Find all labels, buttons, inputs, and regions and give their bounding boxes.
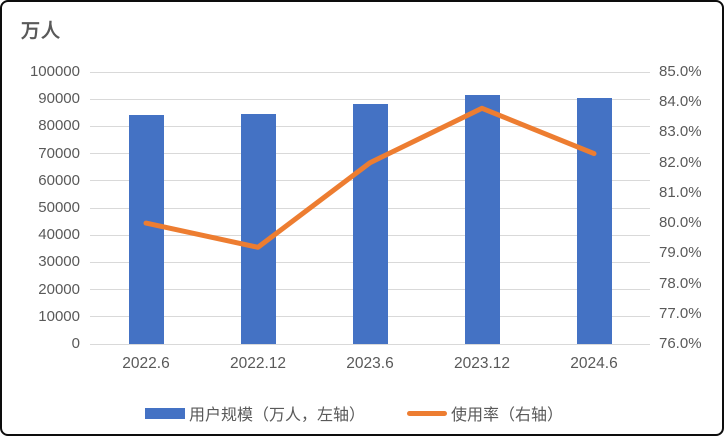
bar-2022.6 <box>128 115 164 344</box>
left-axis-tick-label: 40000 <box>38 226 80 244</box>
bar-2023.12 <box>464 95 500 344</box>
left-axis-tick-label: 10000 <box>38 307 80 325</box>
left-axis-tick-label: 70000 <box>38 144 80 162</box>
x-axis-label-2022.12: 2022.12 <box>229 355 287 372</box>
legend-line-swatch <box>407 410 448 416</box>
left-axis-tick-label: 80000 <box>38 117 80 135</box>
bar-2022.12 <box>240 114 276 344</box>
left-axis-tick-label: 30000 <box>38 253 80 271</box>
x-axis-label-2023.12: 2023.12 <box>453 355 511 372</box>
left-axis-tick-label: 100000 <box>29 63 80 80</box>
x-axis-label-2024.6: 2024.6 <box>570 355 618 372</box>
right-axis-tick-label: 81.0% <box>659 183 702 201</box>
right-axis-tick-label: 85.0% <box>659 63 702 80</box>
x-axis-label-2022.6: 2022.6 <box>122 355 170 372</box>
gridline <box>90 98 650 100</box>
right-axis-tick-label: 80.0% <box>659 214 702 232</box>
gridline <box>90 71 650 73</box>
line-series <box>143 105 597 250</box>
right-axis-tick-label: 76.0% <box>659 335 702 352</box>
x-axis-label-2023.6: 2023.6 <box>346 355 394 372</box>
right-axis-tick-label: 77.0% <box>659 304 702 322</box>
legend: 用户规模（万人，左轴） 使用率（右轴） <box>145 401 563 425</box>
bar-2023.6 <box>352 103 388 344</box>
gridline <box>90 343 650 345</box>
left-axis-tick-label: 0 <box>71 335 80 352</box>
left-axis-tick-label: 20000 <box>38 280 80 298</box>
bar-2024.6 <box>576 97 612 344</box>
right-axis-tick-label: 84.0% <box>659 93 702 111</box>
legend-bar-label: 用户规模（万人，左轴） <box>189 407 366 424</box>
plot-area <box>90 71 650 345</box>
right-axis-tick-label: 83.0% <box>659 123 702 141</box>
right-axis-tick-label: 78.0% <box>659 274 702 292</box>
right-axis-tick-label: 82.0% <box>659 153 702 171</box>
left-axis-tick-label: 50000 <box>38 199 80 216</box>
left-axis-unit-label: 万人 <box>21 21 62 42</box>
legend-bar-swatch <box>145 407 185 419</box>
left-axis-tick-label: 60000 <box>38 171 80 189</box>
left-axis-tick-label: 90000 <box>38 90 80 108</box>
right-axis-tick-label: 79.0% <box>659 244 702 262</box>
usage-rate-line <box>143 105 597 250</box>
legend-line-label: 使用率（右轴） <box>451 407 564 424</box>
